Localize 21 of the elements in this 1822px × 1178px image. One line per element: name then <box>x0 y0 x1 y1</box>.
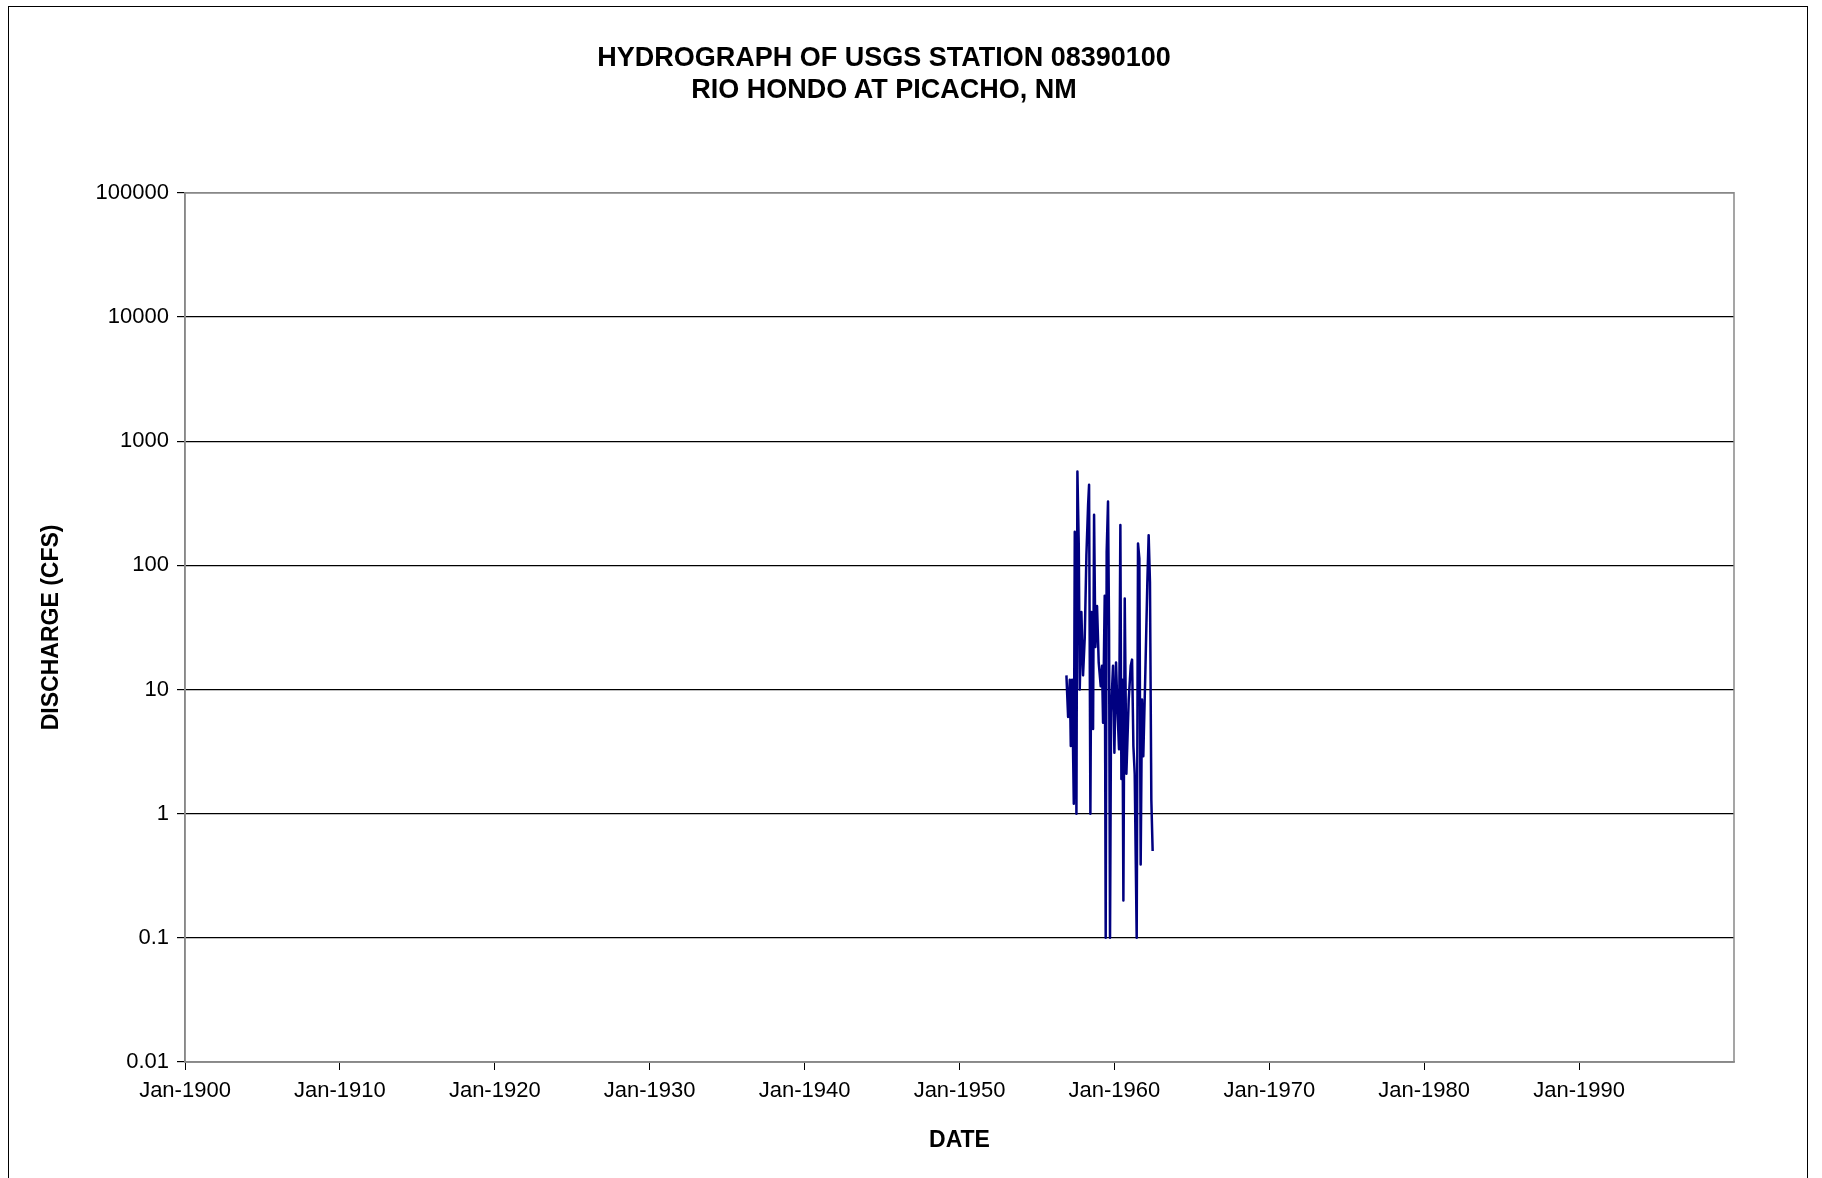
y-tick-label: 1000 <box>120 427 170 453</box>
x-axis-title: DATE <box>929 1125 990 1152</box>
y-tick-label: 0.01 <box>126 1048 170 1074</box>
x-tick-label: Jan-1980 <box>1378 1077 1471 1103</box>
x-tick-label: Jan-1960 <box>1068 1077 1161 1103</box>
x-tick-label: Jan-1930 <box>603 1077 696 1103</box>
x-tick-label: Jan-1990 <box>1533 1077 1625 1103</box>
x-tick-label: Jan-1900 <box>139 1077 231 1103</box>
y-axis-title: DISCHARGE (CFS) <box>37 524 64 731</box>
x-tick-label: Jan-1950 <box>913 1077 1006 1103</box>
y-tick-label: 100000 <box>95 178 170 204</box>
x-tick-label: Jan-1910 <box>294 1077 386 1103</box>
y-tick-label: 10 <box>144 675 170 701</box>
x-tick-label: Jan-1970 <box>1223 1077 1316 1103</box>
y-tick-label: 1 <box>156 799 170 825</box>
x-tick-label: Jan-1920 <box>448 1077 541 1103</box>
y-tick-label: 100 <box>132 551 170 577</box>
x-tick-label: Jan-1940 <box>758 1077 851 1103</box>
y-tick-label: 10000 <box>107 303 170 329</box>
chart-title: HYDROGRAPH OF USGS STATION 08390100 RIO HONDO AT PICACHO, NM <box>597 41 1171 105</box>
y-tick-label: 0.1 <box>138 923 170 949</box>
